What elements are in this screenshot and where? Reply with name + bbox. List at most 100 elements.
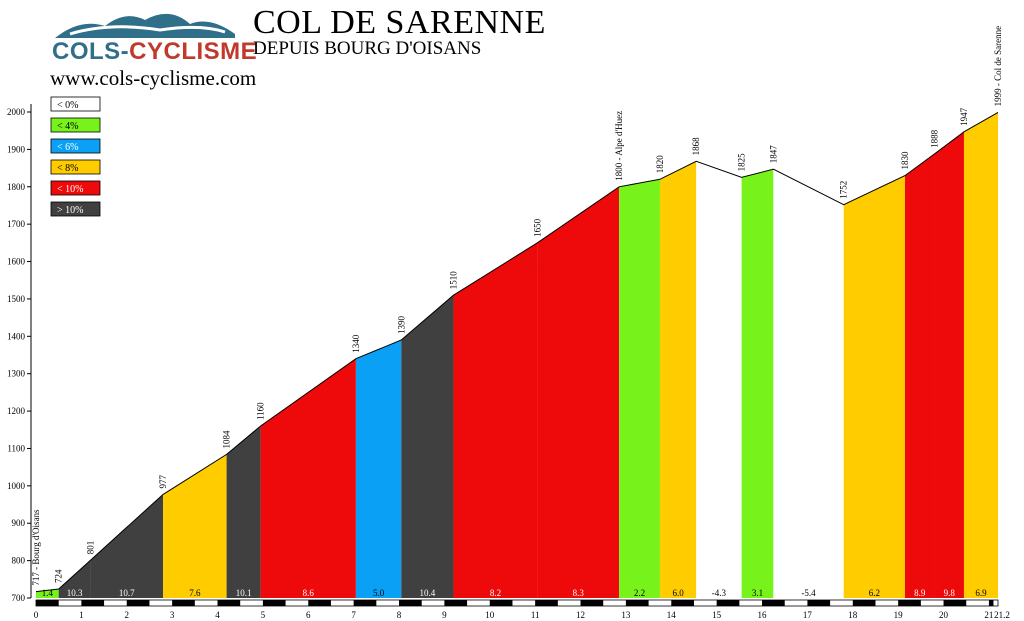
y-tick-label-1400: 1400 xyxy=(7,331,26,341)
altitude-label-16: 1830 xyxy=(900,151,910,170)
x-tick-label-16: 16 xyxy=(758,610,768,620)
altitude-label-3: 977 xyxy=(158,474,168,488)
grade-label-4: 10.1 xyxy=(236,588,252,598)
grade-label-14: -5.4 xyxy=(801,588,816,598)
profile-outline xyxy=(35,111,999,593)
x-tick-label-13: 13 xyxy=(621,610,631,620)
profile-segment-8 xyxy=(453,242,538,598)
profile-segment-14 xyxy=(773,169,844,598)
legend-label-3: < 8% xyxy=(57,163,78,174)
distance-bar-km-17 xyxy=(807,600,831,606)
grade-label-13: 3.1 xyxy=(752,588,763,598)
grade-label-12: -4.3 xyxy=(712,588,727,598)
distance-bar-km-21 xyxy=(988,600,994,606)
profile-line xyxy=(35,111,999,593)
page-title: COL DE SARENNE xyxy=(253,4,546,41)
logo-text-left: COLS- xyxy=(52,38,130,65)
y-tick-label-700: 700 xyxy=(12,593,26,603)
x-tick-label-15: 15 xyxy=(712,610,722,620)
x-tick-label-11: 11 xyxy=(531,610,540,620)
profile-segment-17 xyxy=(934,131,964,598)
page-subtitle: DEPUIS BOURG D'OISANS xyxy=(253,38,482,59)
legend-label-1: < 4% xyxy=(57,121,78,132)
distance-bar-km-15 xyxy=(716,600,740,606)
website-link[interactable]: www.cols-cyclisme.com xyxy=(50,66,257,90)
x-axis: 0 1 2 3 4 5 6 7 8 9 10 11 12 13 14 15 16 17 18 19 20 21 21.2 xyxy=(34,599,1010,620)
grade-label-17: 9.8 xyxy=(944,588,956,598)
legend-label-5: > 10% xyxy=(57,205,83,216)
altitude-label-18: 1947 xyxy=(959,107,969,126)
altitude-label-6: 1340 xyxy=(351,334,361,353)
x-tick-label-4: 4 xyxy=(215,610,220,620)
distance-bar-km-18 xyxy=(852,600,876,606)
x-tick-label-7: 7 xyxy=(351,610,356,620)
distance-bar-km-14 xyxy=(671,600,694,606)
legend-swatch-1 xyxy=(50,117,101,133)
x-tick-label-20: 20 xyxy=(939,610,949,620)
profile-segment-7 xyxy=(401,295,454,598)
logo-text: COLS-CYCLISME xyxy=(52,38,257,66)
altitude-labels: 717 - Bourg d'Oisans 724 801 977 1084 1160 134… xyxy=(31,26,1003,586)
grade-label-7: 10.4 xyxy=(420,588,436,598)
distance-bar-km-5 xyxy=(262,600,286,606)
legend-swatch-2 xyxy=(50,138,101,154)
grade-label-9: 8.3 xyxy=(573,588,585,598)
grade-label-18: 6.9 xyxy=(975,588,987,598)
altitude-label-1: 724 xyxy=(54,569,64,583)
profile-segment-18 xyxy=(963,112,998,599)
distance-bar-km-2 xyxy=(126,600,150,606)
profile-areas xyxy=(36,112,998,599)
y-tick-label-900: 900 xyxy=(12,518,26,528)
altitude-label-13: 1825 xyxy=(737,153,747,172)
legend-label-0: < 0% xyxy=(57,100,78,111)
x-tick-label-17: 17 xyxy=(803,610,813,620)
distance-bar-km-7 xyxy=(353,600,377,606)
y-tick-label-1300: 1300 xyxy=(7,369,26,379)
x-tick-label-19: 19 xyxy=(894,610,904,620)
altitude-label-5: 1160 xyxy=(256,402,266,420)
x-tick-label-0: 0 xyxy=(34,610,39,620)
altitude-label-10: 1800 - Alpe d'Huez xyxy=(614,111,624,181)
x-tick-label-6: 6 xyxy=(306,610,311,620)
legend-swatch-4 xyxy=(50,180,101,196)
altitude-label-2: 801 xyxy=(85,541,95,555)
distance-bar-km-0 xyxy=(36,600,59,606)
y-tick-label-1000: 1000 xyxy=(7,481,26,491)
legend-swatch-5 xyxy=(50,201,101,217)
x-tick-label-3: 3 xyxy=(170,610,175,620)
profile-segment-10 xyxy=(619,179,660,599)
distance-bar-km-12 xyxy=(580,600,604,606)
grade-label-5: 8.6 xyxy=(303,588,315,598)
legend-label-2: < 6% xyxy=(57,142,78,153)
logo-mountain-icon xyxy=(55,13,235,38)
altitude-label-15: 1752 xyxy=(839,181,849,199)
grade-labels: 1.4 10.3 10.7 7.6 10.1 8.6 5.0 10.4 8.2 8.3 2.2 6.0… xyxy=(42,588,987,598)
distance-bar-km-11 xyxy=(535,600,558,606)
y-tick-label-1600: 1600 xyxy=(7,257,26,267)
distance-bar-km-6 xyxy=(308,600,331,606)
altitude-label-12: 1868 xyxy=(691,137,701,156)
x-tick-label-14: 14 xyxy=(667,610,677,620)
profile-segment-6 xyxy=(355,340,402,598)
profile-segment-11 xyxy=(659,161,697,598)
x-tick-label-12: 12 xyxy=(576,610,585,620)
profile-segment-15 xyxy=(843,175,905,599)
distance-bar-km-19 xyxy=(898,600,921,606)
grade-label-16: 8.9 xyxy=(914,588,926,598)
grade-label-6: 5.0 xyxy=(373,588,385,598)
x-tick-label-5: 5 xyxy=(261,610,266,620)
grade-label-0: 1.4 xyxy=(42,588,54,598)
y-tick-label-800: 800 xyxy=(12,556,26,566)
altitude-label-11: 1820 xyxy=(655,155,665,174)
y-tick-label-1100: 1100 xyxy=(7,443,25,453)
y-tick-label-1500: 1500 xyxy=(7,294,26,304)
distance-bar-km-3 xyxy=(172,600,195,606)
x-tick-label-9: 9 xyxy=(442,610,447,620)
legend-label-4: < 10% xyxy=(57,184,83,195)
legend-swatch-3 xyxy=(50,159,101,175)
grade-label-3: 7.6 xyxy=(189,588,201,598)
grade-label-11: 6.0 xyxy=(672,588,684,598)
y-tick-label-2000: 2000 xyxy=(7,107,26,117)
altitude-label-9: 1650 xyxy=(532,218,542,237)
altitude-label-0: 717 - Bourg d'Oisans xyxy=(31,509,41,586)
